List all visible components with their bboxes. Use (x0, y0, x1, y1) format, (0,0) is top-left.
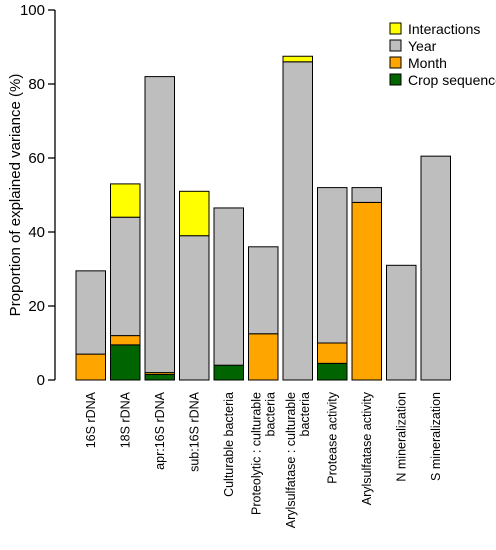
category-label: 18S rDNA (118, 391, 132, 448)
bar-segment-year (248, 246, 279, 335)
bar-segment-interactions (179, 190, 210, 237)
bar-segment-month (248, 333, 279, 381)
y-tick-label: 100 (20, 2, 45, 19)
y-tick-label: 60 (28, 150, 45, 167)
bar-segment-crop-sequence (213, 364, 244, 381)
bar-segment-month (317, 342, 348, 364)
legend-label: Month (408, 55, 447, 71)
category-label: sub:16S rDNA (187, 391, 201, 472)
bar-segment-year (420, 155, 451, 381)
bar-segment-year (282, 61, 313, 381)
category-label: Culturable bacteria (222, 392, 236, 497)
bar-segment-year (75, 270, 106, 355)
legend-label: Interactions (408, 21, 480, 37)
legend-swatch-year (389, 39, 402, 52)
bar-segment-year (110, 216, 141, 337)
category-label: S mineralization (429, 392, 443, 481)
category-label: bacteria (263, 392, 277, 437)
bar-segment-year (179, 235, 210, 381)
legend-label: Crop sequence (408, 72, 496, 88)
y-axis-title: Proportion of explained variance (%) (7, 74, 24, 317)
y-tick-label: 40 (28, 224, 45, 241)
category-label: 16S rDNA (84, 391, 98, 448)
y-tick-label: 0 (37, 372, 45, 389)
legend-label: Year (408, 38, 437, 54)
bar-segment-crop-sequence (144, 373, 175, 381)
bar-segment-month (351, 201, 382, 381)
bar-segment-interactions (110, 183, 141, 218)
y-tick-label: 80 (28, 76, 45, 93)
category-label: Protease activity (325, 391, 339, 483)
bar-segment-interactions (282, 55, 313, 63)
category-label: bacteria (298, 392, 312, 437)
legend-swatch-month (389, 56, 402, 69)
bar-segment-year (144, 76, 175, 374)
category-label: Arylsulfatase : culturable (284, 392, 298, 528)
category-label: Proteolytic : culturable (249, 392, 263, 515)
category-label: apr:16S rDNA (153, 391, 167, 469)
bar-segment-year (351, 187, 382, 203)
bar-segment-crop-sequence (317, 362, 348, 381)
bar-segment-crop-sequence (110, 344, 141, 381)
legend-swatch-crop-sequence (389, 73, 402, 86)
bar-segment-month (75, 353, 106, 381)
y-tick-label: 20 (28, 298, 45, 315)
bar-segment-month (110, 335, 141, 346)
bar-segment-year (386, 264, 417, 381)
bar-segment-year (317, 187, 348, 344)
bar-segment-year (213, 207, 244, 366)
plot-area: 0 20 40 60 80 100 16S rDNA 18S rDNA apr:16S rDNA… (20, 2, 451, 528)
category-label: Arylsulfatase activity (360, 391, 374, 505)
legend-swatch-interactions (389, 22, 402, 35)
category-label: N mineralization (394, 392, 408, 482)
